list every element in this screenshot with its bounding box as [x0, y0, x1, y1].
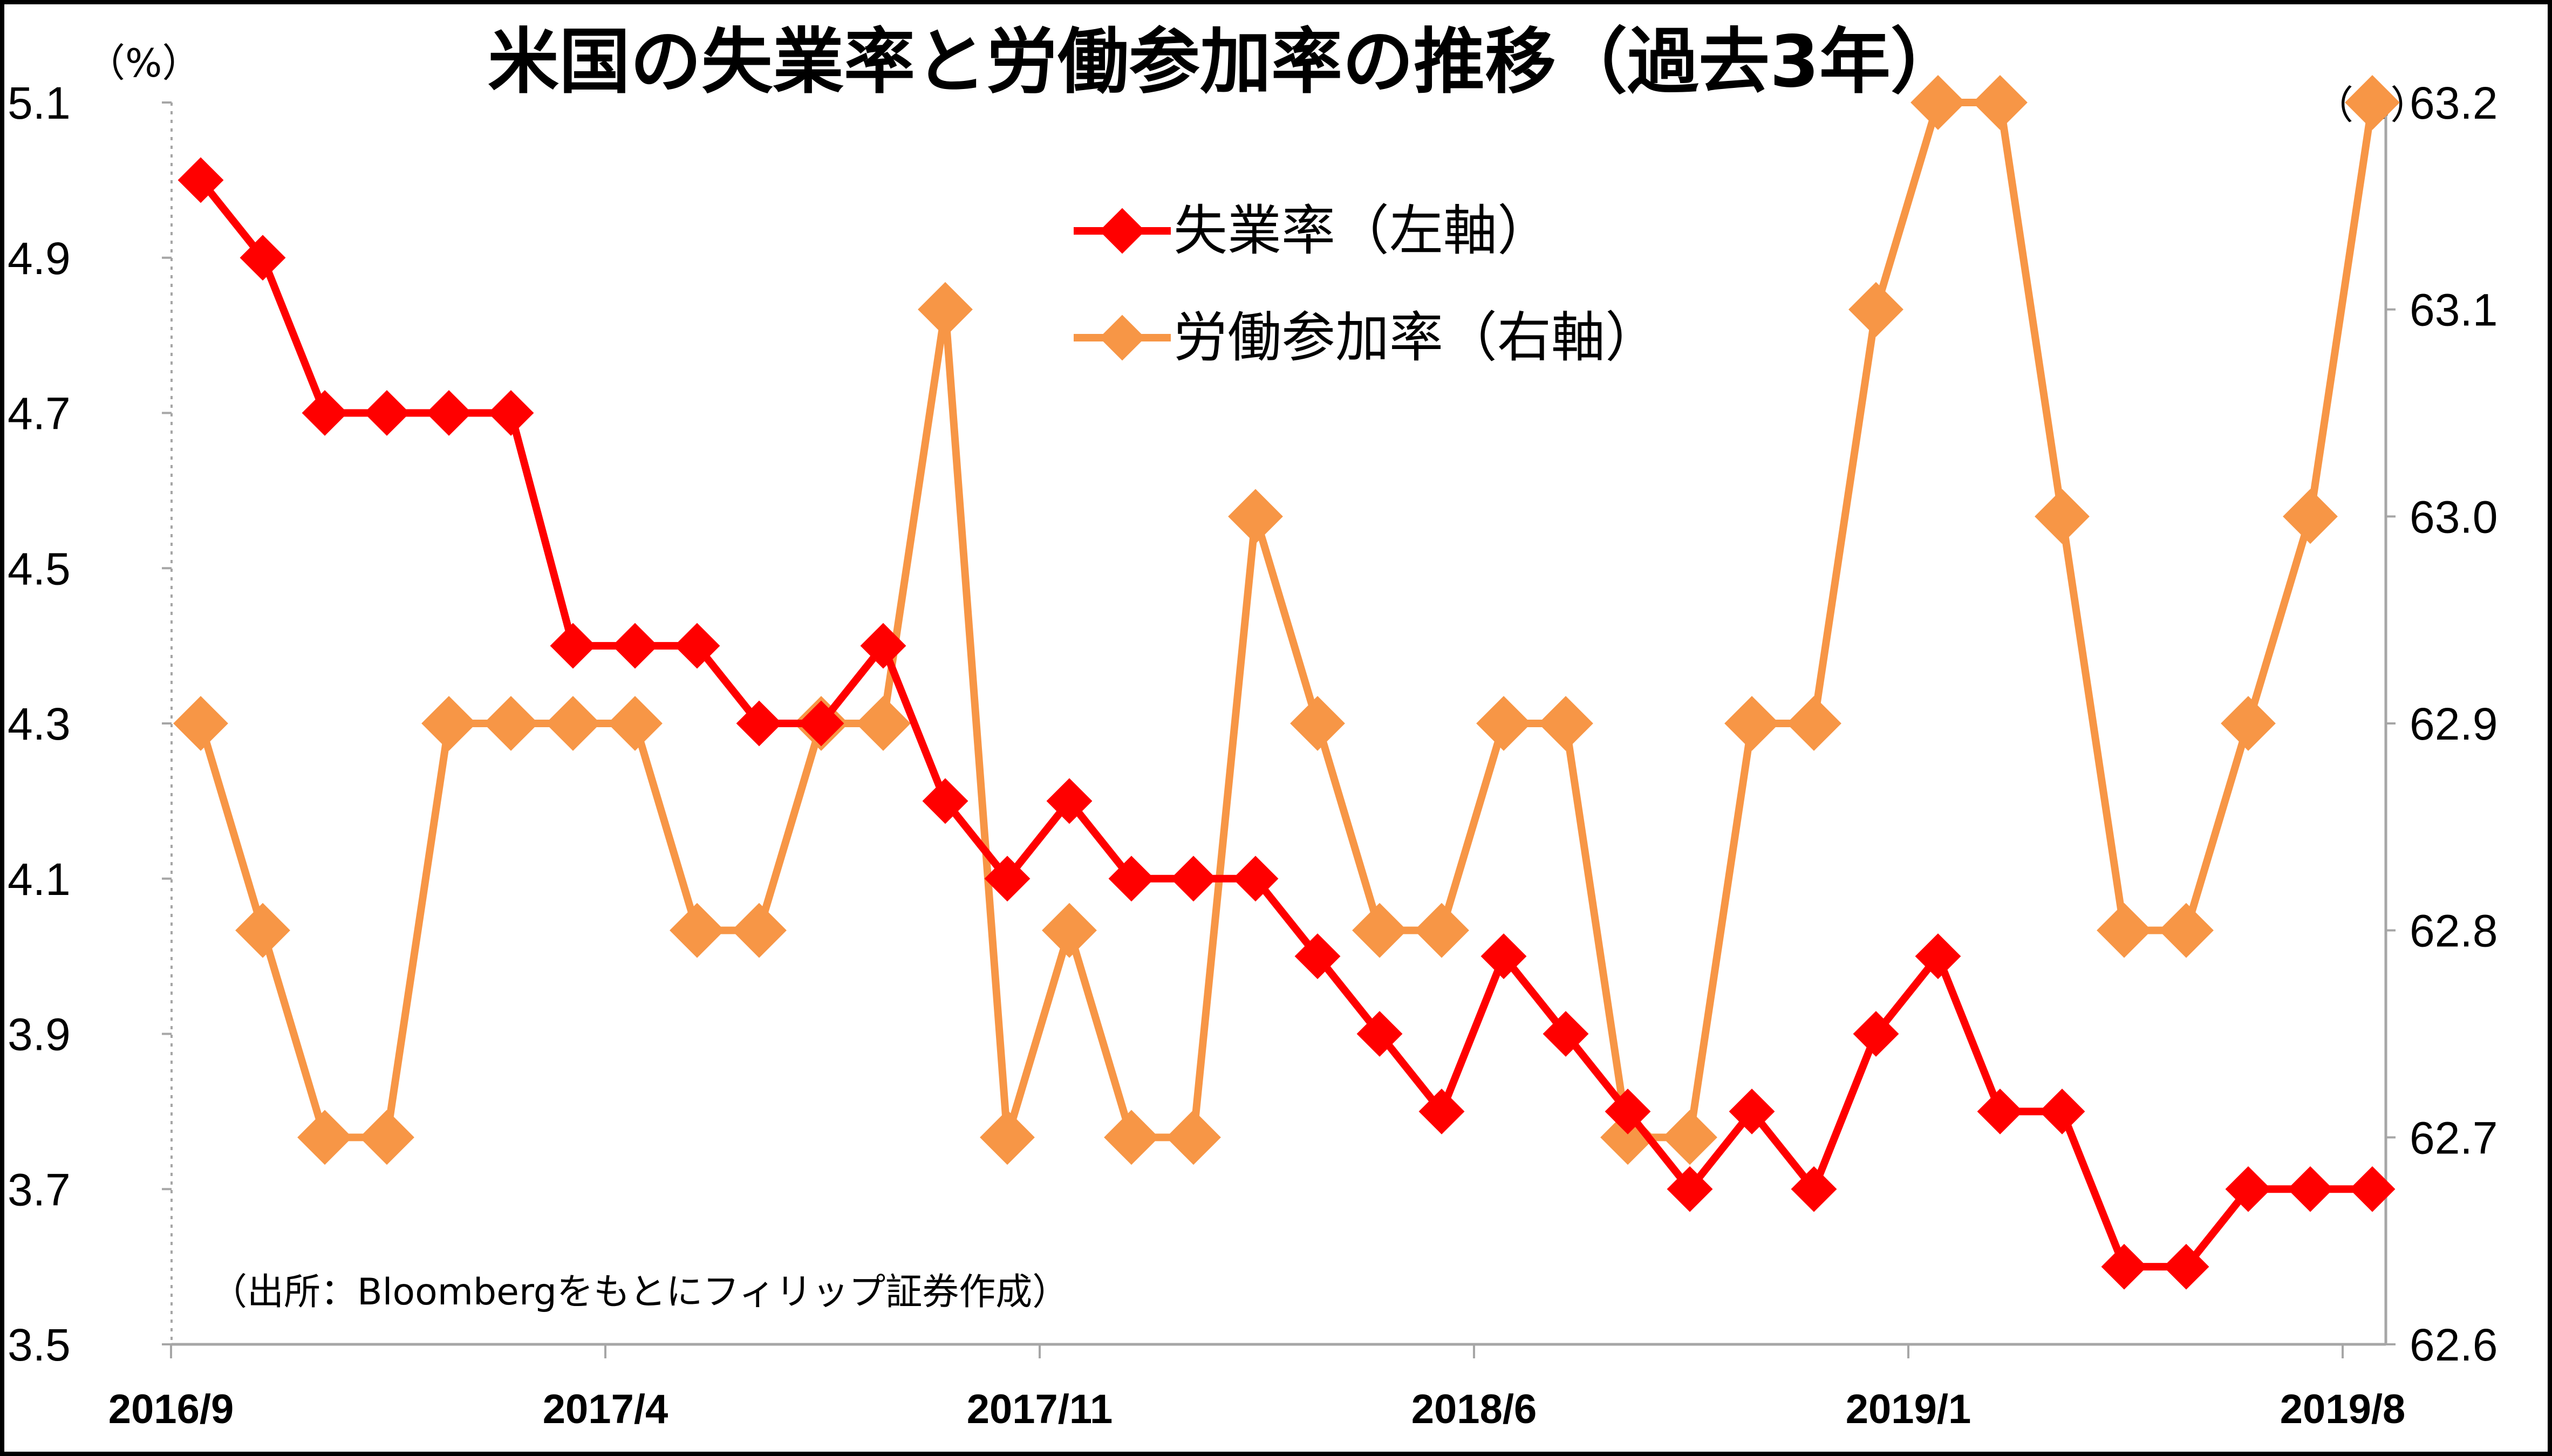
data-point-participation: [1662, 1110, 1717, 1165]
right-tick-label: 62.7: [2410, 1112, 2498, 1163]
data-point-unemployment: [1977, 1088, 2023, 1134]
left-axis-unit: （%）: [86, 40, 201, 86]
data-point-participation: [297, 1110, 352, 1165]
data-point-unemployment: [1791, 1166, 1837, 1212]
x-tick-label: 2019/1: [1846, 1386, 1971, 1432]
data-point-participation: [173, 696, 228, 751]
data-point-participation: [2159, 903, 2214, 958]
right-tick-label: 62.9: [2410, 699, 2498, 749]
legend-marker-participation: [1099, 315, 1145, 361]
data-point-unemployment: [1418, 1088, 1465, 1134]
data-point-participation: [2035, 489, 2090, 544]
legend-label-unemployment: 失業率（左軸）: [1173, 199, 1551, 262]
data-point-participation: [608, 696, 663, 751]
x-tick-label: 2019/8: [2280, 1386, 2405, 1432]
data-point-participation: [1848, 282, 1903, 337]
x-tick-label: 2018/6: [1411, 1386, 1537, 1432]
data-point-unemployment: [1170, 856, 1217, 902]
data-point-participation: [1414, 903, 1469, 958]
source-note: （出所：Bloombergをもとにフィリップ証券作成）: [210, 1271, 1069, 1314]
legend: 失業率（左軸） 労働参加率（右軸）: [1074, 199, 1659, 369]
data-point-participation: [1228, 489, 1283, 544]
chart-title: 米国の失業率と労働参加率の推移（過去3年）: [488, 20, 1962, 104]
data-point-unemployment: [1543, 1011, 1589, 1057]
data-point-participation: [1104, 1110, 1159, 1165]
data-point-participation: [980, 1110, 1035, 1165]
data-point-participation: [918, 282, 973, 337]
right-axis-ticks: 62.6 62.7 62.8 62.9 63.0 63.1 63.2: [2386, 78, 2498, 1370]
data-point-participation: [856, 696, 911, 751]
left-tick-label: 3.9: [8, 1009, 71, 1060]
data-point-participation: [1538, 696, 1593, 751]
left-tick-label: 4.1: [8, 854, 71, 905]
data-point-participation: [1290, 696, 1345, 751]
data-point-unemployment: [488, 390, 534, 436]
data-point-unemployment: [1605, 1088, 1651, 1134]
data-point-participation: [670, 903, 725, 958]
data-point-participation: [1166, 1110, 1221, 1165]
left-tick-label: 4.7: [8, 388, 71, 439]
left-axis-ticks: 3.5 3.7 3.9 4.1 4.3 4.5 4.7 4.9 5.1: [8, 78, 172, 1370]
data-point-unemployment: [1232, 856, 1279, 902]
right-tick-label: 63.1: [2410, 285, 2498, 336]
data-point-unemployment: [1729, 1088, 1775, 1134]
left-tick-label: 4.9: [8, 233, 71, 284]
series-participation: [173, 75, 2400, 1165]
left-tick-label: 3.7: [8, 1164, 71, 1215]
legend-marker-unemployment: [1099, 208, 1145, 254]
left-tick-label: 5.1: [8, 78, 71, 128]
data-point-unemployment: [1108, 856, 1155, 902]
data-point-unemployment: [2101, 1243, 2147, 1290]
data-point-unemployment: [2039, 1088, 2085, 1134]
left-tick-label: 3.5: [8, 1320, 71, 1370]
data-point-participation: [1476, 696, 1531, 751]
x-tick-label: 2017/4: [543, 1386, 668, 1432]
right-tick-label: 63.2: [2410, 78, 2498, 128]
x-axis-ticks: 2016/9 2017/4 2017/11 2018/6 2019/1 2019/8: [108, 1344, 2405, 1432]
data-point-unemployment: [2287, 1166, 2333, 1212]
data-point-unemployment: [1667, 1166, 1713, 1212]
data-point-participation: [235, 903, 290, 958]
data-point-unemployment: [1480, 933, 1527, 980]
data-point-unemployment: [1915, 933, 1961, 980]
data-point-participation: [1786, 696, 1841, 751]
data-point-unemployment: [2163, 1243, 2209, 1290]
data-point-unemployment: [1294, 933, 1341, 980]
data-point-participation: [2097, 903, 2152, 958]
data-point-unemployment: [302, 390, 348, 436]
data-point-unemployment: [178, 157, 224, 203]
data-point-unemployment: [1853, 1011, 1899, 1057]
legend-label-participation: 労働参加率（右軸）: [1173, 306, 1659, 369]
data-point-unemployment: [2349, 1166, 2396, 1212]
data-point-unemployment: [2225, 1166, 2271, 1212]
data-point-participation: [483, 696, 538, 751]
left-tick-label: 4.5: [8, 543, 71, 594]
data-point-participation: [1042, 903, 1097, 958]
data-point-participation: [1910, 75, 1966, 130]
data-point-unemployment: [364, 390, 410, 436]
data-point-participation: [1352, 903, 1407, 958]
data-point-participation: [1973, 75, 2028, 130]
left-tick-label: 4.3: [8, 699, 71, 749]
x-tick-label: 2016/9: [108, 1386, 234, 1432]
right-tick-label: 62.8: [2410, 906, 2498, 956]
data-point-participation: [732, 903, 787, 958]
data-point-participation: [421, 696, 476, 751]
data-point-unemployment: [1356, 1011, 1403, 1057]
data-point-participation: [545, 696, 601, 751]
data-point-participation: [1724, 696, 1779, 751]
x-tick-label: 2017/11: [967, 1386, 1113, 1432]
data-point-participation: [359, 1110, 414, 1165]
data-point-unemployment: [240, 235, 286, 281]
right-tick-label: 63.0: [2410, 491, 2498, 542]
series-layer: [173, 75, 2400, 1290]
data-point-unemployment: [426, 390, 472, 436]
right-tick-label: 62.6: [2410, 1320, 2498, 1370]
